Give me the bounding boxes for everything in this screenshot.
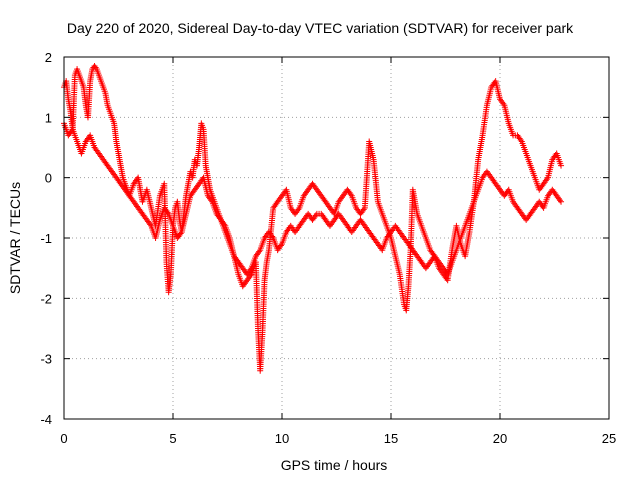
y-tick-label: 2 xyxy=(45,50,52,65)
y-tick-label: -1 xyxy=(40,231,52,246)
grid-lines xyxy=(64,57,609,419)
axis-ticks: 0 5 10 15 20 25 -4 -3 -2 -1 0 1 2 xyxy=(40,50,616,446)
y-tick-label: -2 xyxy=(40,291,52,306)
data-points xyxy=(61,63,565,374)
x-tick-label: 20 xyxy=(493,431,507,446)
series-sdtvar-second-pass- xyxy=(61,120,565,278)
x-tick-label: 5 xyxy=(169,431,176,446)
y-axis-label: SDTVAR / TECUs xyxy=(7,182,23,294)
x-tick-label: 25 xyxy=(602,431,616,446)
x-tick-label: 15 xyxy=(384,431,398,446)
chart-title: Day 220 of 2020, Sidereal Day-to-day VTE… xyxy=(67,20,574,36)
x-axis-label: GPS time / hours xyxy=(281,457,388,473)
y-tick-label: 0 xyxy=(45,171,52,186)
x-tick-label: 0 xyxy=(60,431,67,446)
data-point xyxy=(558,162,565,169)
x-tick-label: 10 xyxy=(275,431,289,446)
y-tick-label: 1 xyxy=(45,110,52,125)
series-sdtvar xyxy=(61,63,565,374)
y-tick-label: -4 xyxy=(40,412,52,427)
y-tick-label: -3 xyxy=(40,352,52,367)
data-point xyxy=(558,198,565,205)
